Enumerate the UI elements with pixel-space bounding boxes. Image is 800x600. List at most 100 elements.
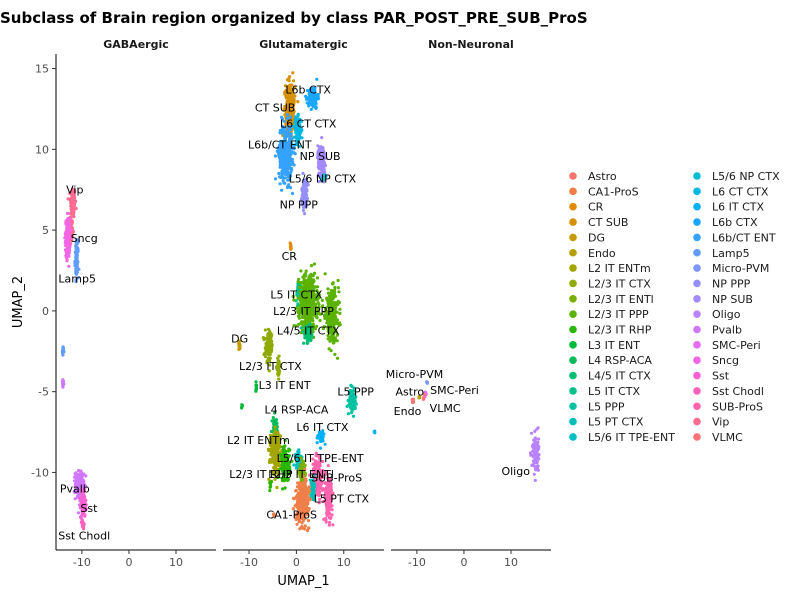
data-point <box>338 311 342 315</box>
data-point <box>289 132 293 136</box>
data-point <box>284 132 289 136</box>
data-point <box>308 91 312 95</box>
data-point <box>70 238 74 242</box>
legend-swatch <box>569 218 577 226</box>
data-point <box>303 487 307 491</box>
legend-swatch <box>569 248 577 257</box>
data-point <box>292 151 296 155</box>
data-point <box>67 251 71 255</box>
data-point <box>77 484 81 488</box>
data-point <box>74 279 78 284</box>
cluster-label: NP SUB <box>300 150 341 163</box>
legend-item: L5 PPP <box>569 400 625 413</box>
legend-swatch <box>569 417 577 426</box>
data-point <box>74 482 78 486</box>
data-point <box>82 487 87 492</box>
data-point <box>79 516 83 521</box>
legend-swatch <box>693 248 701 257</box>
legend-label: L2/3 IT PPP <box>588 308 649 321</box>
data-point <box>299 131 303 135</box>
x-tick-label: 10 <box>337 556 351 569</box>
data-point <box>82 522 86 527</box>
data-point <box>82 472 86 476</box>
data-point <box>532 453 537 457</box>
data-point <box>75 265 79 269</box>
cluster-label: Lamp5 <box>58 273 96 286</box>
legend-label: L4 RSP-ACA <box>588 354 652 367</box>
y-tick-label: -5 <box>38 386 49 399</box>
legend-label: Astro <box>588 170 617 183</box>
data-point <box>273 425 277 429</box>
data-point <box>278 175 282 179</box>
cluster-label: CT SUB <box>255 101 295 114</box>
data-point <box>307 98 311 102</box>
data-point <box>308 88 312 92</box>
data-point <box>267 352 271 356</box>
legend-item: DG <box>569 231 605 244</box>
data-point <box>269 448 273 453</box>
cluster-label: L6 CT CTX <box>280 118 337 131</box>
data-point <box>292 163 296 167</box>
data-point <box>66 230 70 234</box>
cluster-label: NP PPP <box>280 198 319 211</box>
data-point <box>78 497 82 501</box>
cluster-label: DG <box>231 332 248 345</box>
data-point <box>331 281 335 285</box>
cluster-label: L5/6 NP CTX <box>289 172 357 185</box>
data-point <box>295 132 299 136</box>
data-point <box>76 511 81 515</box>
data-point <box>307 104 311 108</box>
legend-swatch <box>569 310 577 318</box>
legend-label: L5 PPP <box>588 400 625 413</box>
data-point <box>74 473 78 477</box>
data-point <box>536 452 541 456</box>
data-point <box>268 458 272 463</box>
data-point <box>269 484 273 488</box>
facet-strip-label: Glutamatergic <box>259 38 348 51</box>
legend-item: L2 IT ENTm <box>569 262 651 275</box>
legend-item: L6b CTX <box>693 216 758 229</box>
data-point <box>323 272 327 276</box>
y-tick-label: -10 <box>31 466 49 479</box>
data-point <box>73 497 77 501</box>
x-tick-label: -10 <box>73 556 91 569</box>
data-point <box>78 479 82 484</box>
cluster-l6b-ctx <box>304 77 320 111</box>
cluster-label: L2/3 IT CTX <box>239 360 302 373</box>
cluster-label: L6b CTX <box>285 84 331 97</box>
data-point <box>304 94 308 98</box>
legend-swatch <box>569 264 577 272</box>
data-point <box>536 464 540 468</box>
cluster-l3-it-ent <box>240 380 259 410</box>
data-point <box>333 294 338 298</box>
legend-item: L4 RSP-ACA <box>569 354 652 367</box>
legend-label: L5/6 NP CTX <box>712 170 780 183</box>
data-point <box>306 89 310 93</box>
cluster-label: L6 IT CTX <box>296 421 348 434</box>
data-point <box>325 296 329 300</box>
legend-label: L2/3 IT ENTl <box>588 293 654 306</box>
data-point <box>320 168 324 172</box>
data-point <box>318 446 323 450</box>
data-point <box>266 344 270 348</box>
data-point <box>279 161 283 165</box>
data-point <box>349 411 354 415</box>
data-point <box>301 503 305 507</box>
data-point <box>530 463 534 467</box>
data-point <box>351 414 356 418</box>
data-point <box>325 513 329 517</box>
data-point <box>347 399 352 403</box>
data-point <box>310 95 314 99</box>
facet-strip-label: GABAergic <box>103 38 169 51</box>
legend-swatch <box>569 371 577 380</box>
data-point <box>324 518 328 522</box>
data-point <box>303 212 307 216</box>
cluster-label: CR <box>282 250 298 263</box>
data-point <box>296 112 300 116</box>
data-point <box>73 485 77 489</box>
data-point <box>268 488 272 493</box>
data-point <box>290 191 295 196</box>
data-point <box>282 181 286 185</box>
data-point <box>71 229 75 234</box>
